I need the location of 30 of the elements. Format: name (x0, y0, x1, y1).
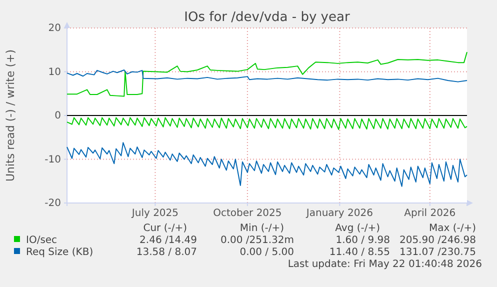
x-tick-label: July 2025 (130, 208, 179, 220)
text: Avg (-/+) (335, 223, 380, 234)
text: 2.46 /14.49 (140, 235, 197, 246)
text: 0.00 / 5.00 (240, 247, 294, 258)
y-axis-title: Units read (-) / write (+) (4, 49, 17, 182)
text: 11.40 / 8.55 (329, 247, 390, 258)
legend-label: IO/sec (26, 235, 58, 246)
line-series (66, 52, 468, 97)
text: Last update: Fri May 22 01:40:48 2026 (288, 259, 482, 270)
y-tick-label: 0 (54, 110, 61, 122)
line-series (66, 142, 468, 187)
y-tick-label: 20 (48, 23, 61, 34)
text: 13.58 / 8.07 (136, 247, 197, 258)
text: 205.90 /246.98 (399, 235, 476, 246)
chart-title: IOs for /dev/vda - by year (184, 10, 350, 25)
text: Max (-/+) (428, 223, 476, 234)
y-tick-label: 10 (48, 66, 61, 78)
x-tick-label: October 2025 (213, 208, 282, 220)
line-series (66, 117, 468, 130)
y-tick-label: -10 (44, 154, 61, 166)
text: Min (-/+) (240, 223, 284, 234)
text: 131.07 /230.75 (399, 247, 476, 258)
line-series (66, 70, 468, 82)
text: 1.60 / 9.98 (336, 235, 390, 246)
y-tick-label: -20 (44, 198, 61, 210)
x-tick-label: April 2026 (404, 208, 456, 220)
text: 0.00 /251.32m (220, 235, 294, 246)
legend-label: Req Size (KB) (26, 247, 94, 258)
text: Cur (-/+) (143, 223, 188, 234)
x-tick-label: January 2026 (305, 208, 373, 220)
